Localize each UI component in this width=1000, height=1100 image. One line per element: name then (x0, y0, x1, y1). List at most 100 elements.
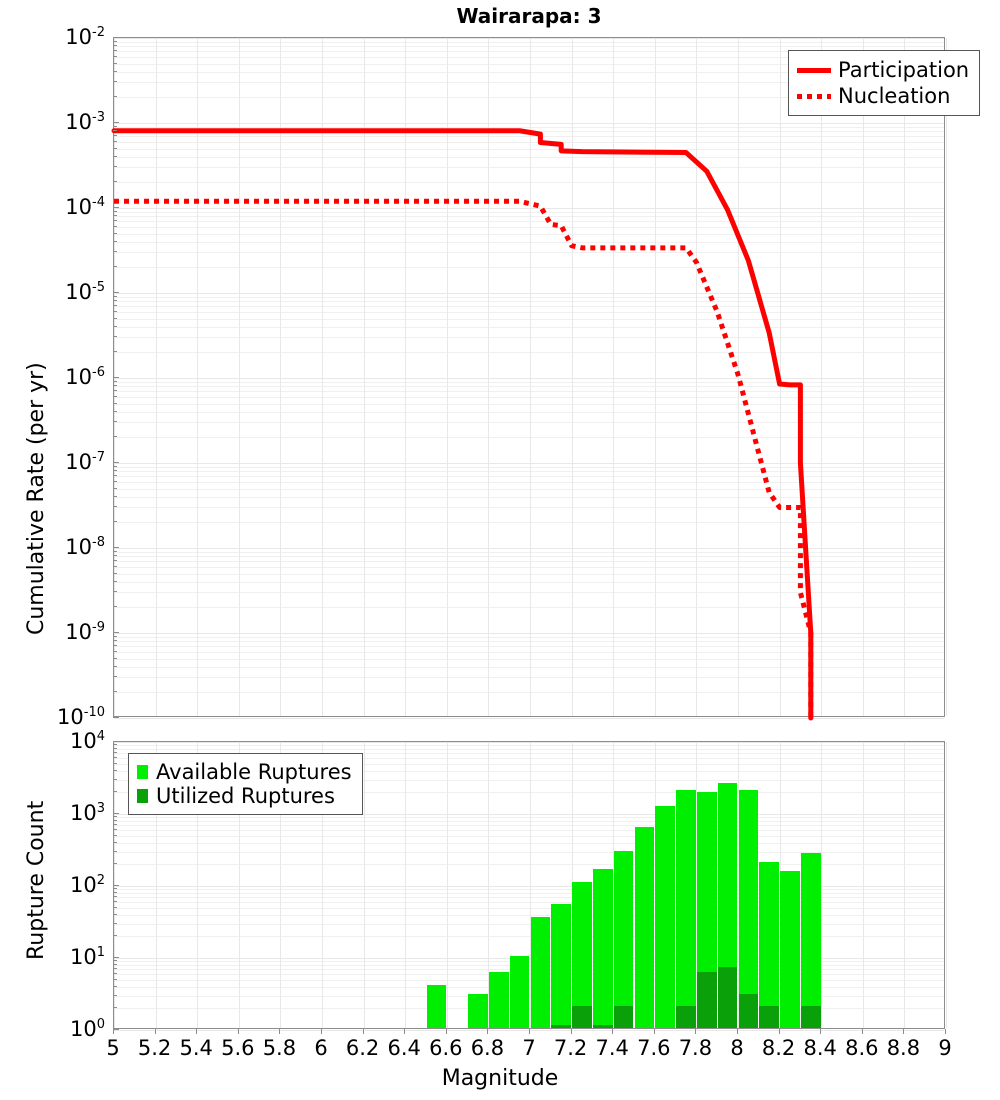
x-tick-mark (820, 1029, 821, 1034)
x-tick-mark (279, 1029, 280, 1034)
y-tick-mark (113, 744, 117, 745)
y-tick-mark (113, 241, 117, 242)
x-tick-mark (695, 1029, 696, 1034)
x-tick-mark (155, 1029, 156, 1034)
y-tick-label: 10-7 (65, 450, 105, 474)
y-tick-mark (113, 763, 117, 764)
curve-participation (114, 131, 811, 718)
y-tick-mark (113, 300, 117, 301)
legend-item-available: Available Ruptures (137, 760, 352, 784)
bar-available-ruptures (655, 806, 675, 1028)
legend-label-participation: Participation (838, 58, 969, 82)
y-tick-mark (113, 888, 117, 889)
y-tick-mark (113, 842, 117, 843)
x-tick-label: 8.2 (762, 1036, 795, 1060)
y-tick-mark (113, 957, 119, 958)
y-tick-mark (113, 914, 117, 915)
x-tick-mark (487, 1029, 488, 1034)
y-tick-mark (113, 351, 117, 352)
y-tick-mark (113, 233, 117, 234)
y-tick-mark (113, 935, 117, 936)
y-tick-mark (113, 381, 117, 382)
y-tick-label: 10-2 (65, 25, 105, 49)
legend-label-nucleation: Nucleation (838, 84, 950, 108)
y-tick-mark (113, 71, 117, 72)
utilized-ruptures-swatch (137, 789, 148, 803)
y-tick-mark (113, 901, 117, 902)
y-tick-mark (113, 506, 117, 507)
y-tick-mark (113, 292, 119, 293)
y-tick-mark (113, 986, 117, 987)
gridline-vertical (946, 742, 947, 1028)
cumulative-rate-plot (113, 37, 945, 717)
y-tick-mark (113, 741, 119, 742)
x-tick-mark (654, 1029, 655, 1034)
y-tick-mark (113, 266, 117, 267)
x-tick-label: 6.4 (387, 1036, 420, 1060)
x-tick-label: 6 (314, 1036, 327, 1060)
y-tick-mark (113, 851, 117, 852)
y-tick-mark (113, 521, 117, 522)
x-tick-label: 5 (106, 1036, 119, 1060)
y-tick-mark (113, 385, 117, 386)
bar-available-ruptures (593, 869, 613, 1028)
y-tick-mark (113, 326, 117, 327)
y-tick-mark (113, 757, 117, 758)
x-tick-label: 6.8 (471, 1036, 504, 1060)
x-tick-label: 7.2 (554, 1036, 587, 1060)
x-tick-mark (196, 1029, 197, 1034)
bar-utilized-ruptures (718, 967, 738, 1028)
y-tick-mark (113, 336, 117, 337)
bar-utilized-ruptures (593, 1025, 613, 1028)
y-tick-mark (113, 220, 117, 221)
y-tick-mark (113, 470, 117, 471)
bar-available-ruptures (780, 871, 800, 1028)
bar-available-ruptures (635, 827, 655, 1028)
y-tick-label: 100 (70, 1017, 105, 1041)
y-tick-mark (113, 964, 117, 965)
y-tick-mark (113, 779, 117, 780)
y-tick-mark (113, 632, 119, 633)
top-y-axis-label: Cumulative Rate (per yr) (24, 362, 49, 635)
y-tick-mark (113, 791, 117, 792)
y-tick-label: 10-6 (65, 365, 105, 389)
figure-canvas: Wairarapa: 3 10-210-310-410-510-610-710-… (0, 0, 1000, 1100)
y-tick-mark (113, 318, 117, 319)
curve-nucleation (114, 201, 811, 718)
y-tick-mark (113, 251, 117, 252)
x-tick-label: 8.4 (803, 1036, 836, 1060)
y-tick-mark (113, 968, 117, 969)
x-tick-mark (363, 1029, 364, 1034)
bar-available-ruptures (468, 994, 488, 1028)
x-tick-mark (404, 1029, 405, 1034)
y-tick-mark (113, 130, 117, 131)
y-tick-mark (113, 752, 117, 753)
bar-utilized-ruptures (614, 1006, 634, 1028)
x-tick-mark (862, 1029, 863, 1034)
x-tick-label: 6.2 (346, 1036, 379, 1060)
y-tick-label: 104 (70, 729, 105, 753)
y-tick-mark (113, 640, 117, 641)
y-tick-mark (113, 555, 117, 556)
y-tick-mark (113, 166, 117, 167)
available-ruptures-swatch (137, 765, 148, 779)
y-tick-mark (113, 96, 117, 97)
y-tick-mark (113, 573, 117, 574)
bar-utilized-ruptures (676, 1006, 696, 1028)
x-tick-label: 5.6 (221, 1036, 254, 1060)
x-tick-mark (113, 1029, 114, 1034)
y-tick-label: 103 (70, 801, 105, 825)
legend-item-participation: Participation (797, 57, 969, 83)
y-tick-mark (113, 475, 117, 476)
x-tick-mark (612, 1029, 613, 1034)
x-tick-label: 8.6 (845, 1036, 878, 1060)
y-tick-mark (113, 421, 117, 422)
y-tick-label: 10-5 (65, 280, 105, 304)
y-tick-mark (113, 181, 117, 182)
gridline-vertical (405, 742, 406, 1028)
legend-label-utilized: Utilized Ruptures (156, 784, 335, 808)
bar-available-ruptures (676, 790, 696, 1028)
y-tick-mark (113, 496, 117, 497)
y-tick-mark (113, 226, 117, 227)
y-tick-mark (113, 606, 117, 607)
